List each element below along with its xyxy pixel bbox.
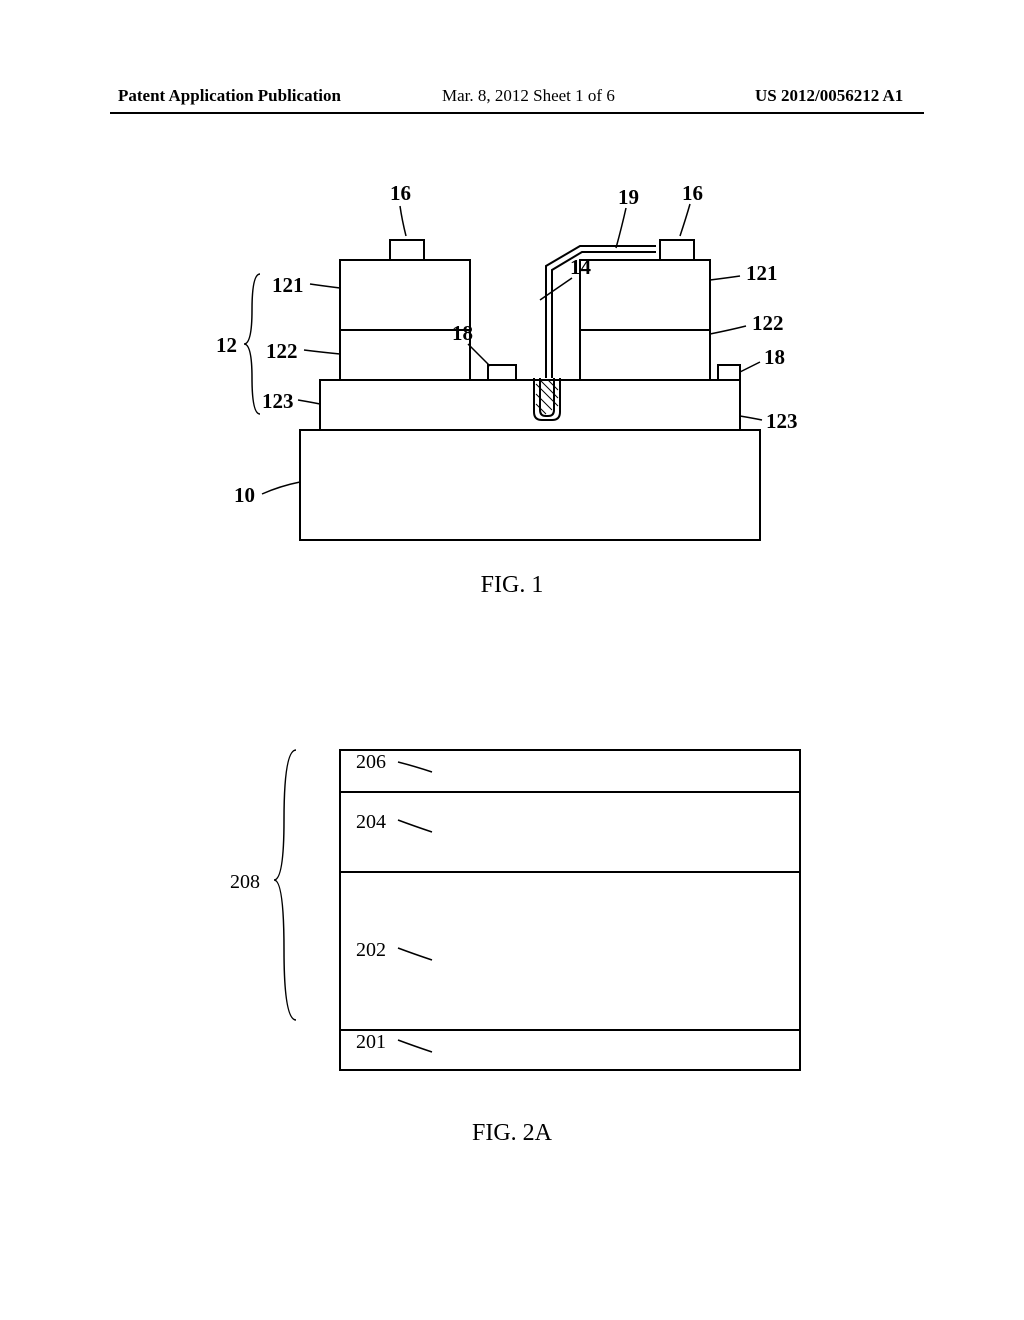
lead-16a xyxy=(400,206,406,236)
conductor-19-b xyxy=(552,252,656,378)
electrode-18-left xyxy=(488,365,516,380)
electrode-16-left xyxy=(390,240,424,260)
figure-2a: 206 204 202 201 208 FIG. 2A xyxy=(0,720,1024,1180)
label-123b: 123 xyxy=(766,409,798,433)
right-layer-122 xyxy=(580,330,710,380)
lead-122a xyxy=(304,350,340,354)
figure-2a-drawing: 206 204 202 201 208 xyxy=(200,720,840,1120)
label-10: 10 xyxy=(234,483,255,507)
label-206: 206 xyxy=(356,751,386,773)
page-header: Patent Application Publication Mar. 8, 2… xyxy=(0,86,1024,114)
header-left: Patent Application Publication xyxy=(118,86,341,106)
fig2a-caption: FIG. 2A xyxy=(472,1120,552,1147)
label-18a: 18 xyxy=(452,321,473,345)
label-121b: 121 xyxy=(746,261,778,285)
fig2a-svg: 206 204 202 201 208 xyxy=(200,720,840,1120)
label-122b: 122 xyxy=(752,311,784,335)
label-18b: 18 xyxy=(764,345,785,369)
label-12: 12 xyxy=(216,333,237,357)
lead-202 xyxy=(398,948,432,960)
electrode-18-right xyxy=(718,365,740,380)
label-19: 19 xyxy=(618,185,639,209)
trench-14-outer xyxy=(534,378,560,420)
brace-12 xyxy=(244,274,260,414)
label-208: 208 xyxy=(230,871,260,893)
label-16a: 16 xyxy=(390,181,411,205)
lead-18a xyxy=(468,344,490,366)
lead-18b xyxy=(740,362,760,372)
lead-123b xyxy=(740,416,762,420)
lead-206 xyxy=(398,762,432,772)
label-121a: 121 xyxy=(272,273,304,297)
header-right: US 2012/0056212 A1 xyxy=(755,86,903,106)
lead-204 xyxy=(398,820,432,832)
conductor-19-a xyxy=(546,246,656,378)
layer-10 xyxy=(300,430,760,540)
electrode-16-right xyxy=(660,240,694,260)
label-14: 14 xyxy=(570,255,592,279)
brace-208 xyxy=(274,750,296,1020)
left-layer-122 xyxy=(340,330,470,380)
label-122a: 122 xyxy=(266,339,298,363)
lead-19 xyxy=(616,208,626,248)
lead-122b xyxy=(710,326,746,334)
lead-10 xyxy=(262,482,300,494)
figure-1: 16 16 19 14 121 122 123 121 122 123 18 1… xyxy=(0,170,1024,590)
lead-16b xyxy=(680,204,690,236)
label-16b: 16 xyxy=(682,181,703,205)
lead-14 xyxy=(540,278,572,300)
label-202: 202 xyxy=(356,939,386,961)
label-123a: 123 xyxy=(262,389,294,413)
page: Patent Application Publication Mar. 8, 2… xyxy=(0,0,1024,1320)
layer-123 xyxy=(320,380,740,430)
lead-201 xyxy=(398,1040,432,1052)
label-201: 201 xyxy=(356,1031,386,1053)
fig2a-outline xyxy=(340,750,800,1070)
label-204: 204 xyxy=(356,811,386,833)
figure-1-drawing: 16 16 19 14 121 122 123 121 122 123 18 1… xyxy=(200,170,820,570)
fig1-caption: FIG. 1 xyxy=(481,572,544,599)
fig1-svg: 16 16 19 14 121 122 123 121 122 123 18 1… xyxy=(200,170,820,570)
right-layer-121 xyxy=(580,260,710,330)
left-layer-121 xyxy=(340,260,470,330)
lead-123a xyxy=(298,400,320,404)
header-middle: Mar. 8, 2012 Sheet 1 of 6 xyxy=(442,86,615,106)
lead-121b xyxy=(710,276,740,280)
lead-121a xyxy=(310,284,340,288)
header-rule xyxy=(110,112,924,114)
